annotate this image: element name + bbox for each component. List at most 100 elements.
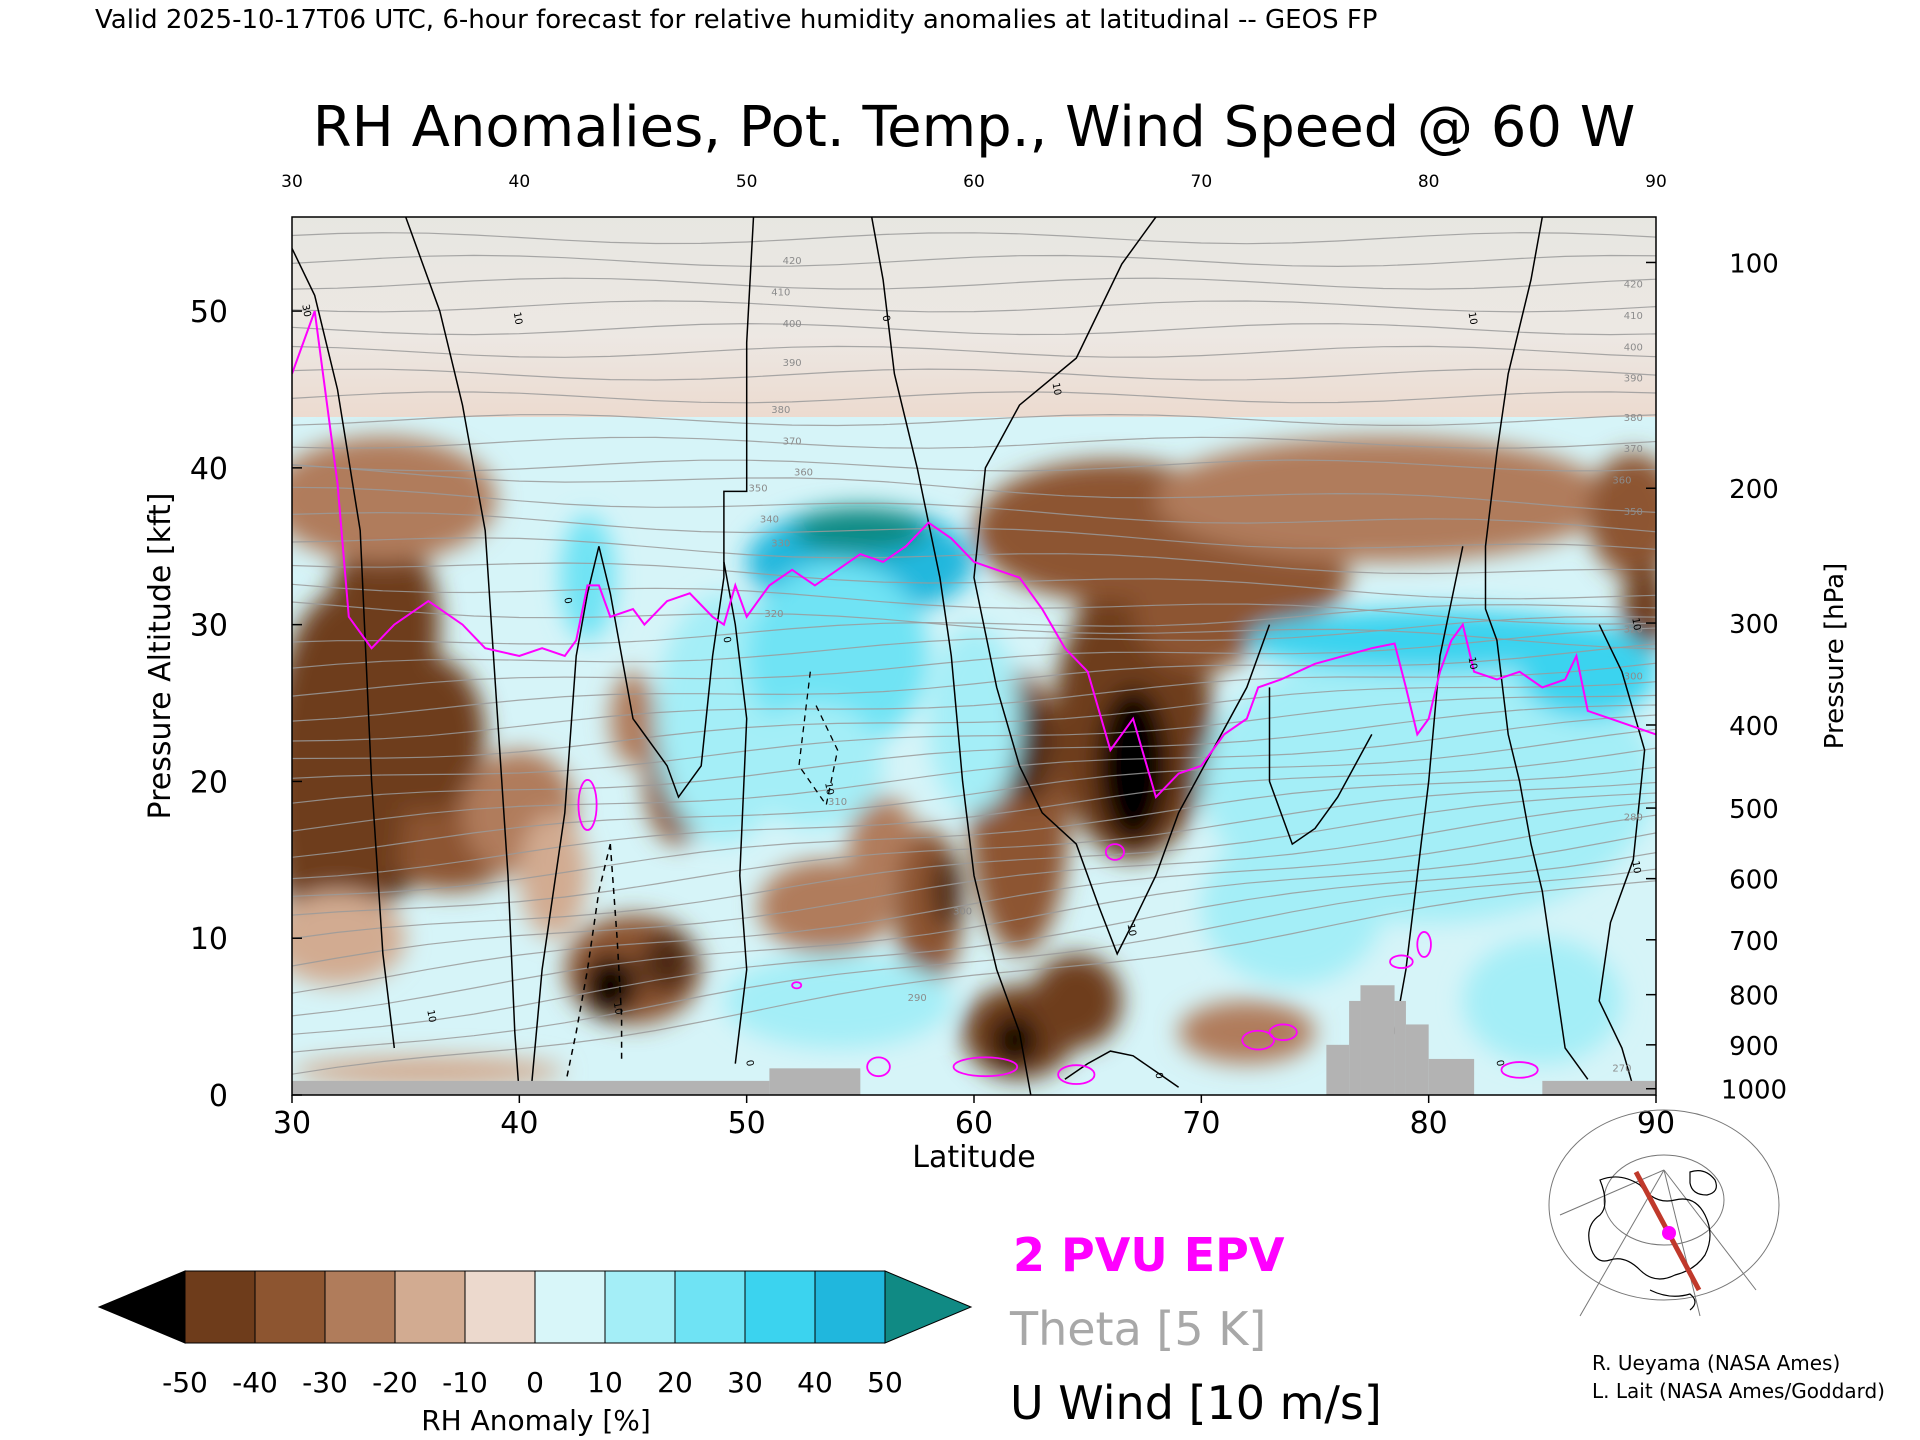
rh-anomaly-blob (1246, 608, 1611, 672)
x-tick-label: 70 (1182, 1106, 1220, 1141)
epv-closed-contour (1057, 1064, 1096, 1085)
x-tick-label: 60 (955, 1106, 993, 1141)
theta-contour (292, 277, 1656, 290)
theta-contour (292, 436, 1656, 449)
terrain-block (1349, 1000, 1361, 1095)
theta-label: 310 (828, 797, 847, 808)
wind-contour (1268, 687, 1373, 846)
colorbar-boxes (97, 1270, 973, 1344)
rh-anomaly-blob (292, 1055, 565, 1088)
x-top-tick-label: 50 (736, 172, 758, 192)
legend-epv: 2 PVU EPV (1013, 1228, 1285, 1282)
pressure-tick-label: 900 (1729, 1032, 1779, 1062)
theta-label: 380 (1624, 413, 1643, 424)
pressure-tick-label: 300 (1729, 610, 1779, 640)
terrain-block (1542, 1080, 1656, 1095)
colorbar-label: 40 (797, 1366, 833, 1399)
wind-label: 0 (561, 597, 573, 605)
theta-label: 410 (1624, 311, 1643, 322)
theta-contour (292, 300, 1656, 313)
theta-label: 360 (1612, 476, 1631, 487)
theta-contour (292, 615, 1656, 669)
wind-contour (723, 561, 748, 1064)
x-top-tick-label: 80 (1418, 172, 1440, 192)
wind-contour (564, 843, 612, 1088)
credit-line-1: R. Ueyama (NASA Ames) (1592, 1351, 1840, 1375)
epv-closed-contour (1104, 843, 1125, 861)
wind-label: 0 (720, 636, 732, 644)
theta-label: 350 (748, 483, 767, 494)
valid-time-header: Valid 2025-10-17T06 UTC, 6-hour forecast… (95, 5, 1377, 35)
theta-label: 330 (771, 538, 790, 549)
theta-label: 270 (1612, 1063, 1631, 1074)
map-meridian (1663, 1169, 1701, 1317)
rh-anomaly-blob (1008, 695, 1054, 805)
rh-anomaly-blob (758, 859, 895, 954)
wind-contour-labels: 30 10 0 10 10 0 0 10 10 10 10 10 10 10 0 0 0 (299, 303, 1642, 1079)
colorbar-label: 0 (526, 1366, 544, 1399)
theta-contour (292, 880, 1656, 1075)
theta-contour (292, 537, 1656, 575)
wind-contour (870, 217, 1032, 1095)
wind-contour (973, 217, 1271, 956)
theta-contour (292, 643, 1656, 722)
terrain-block (769, 1068, 861, 1095)
wind-label: 10 (822, 782, 835, 796)
theta-label: 340 (760, 515, 779, 526)
legend: 2 PVU EPV Theta [5 K] U Wind [10 m/s] (1009, 1228, 1382, 1430)
wind-contour (1484, 217, 1589, 1080)
plot-area: 4204104003903803703603503403303203103002… (292, 217, 1656, 1095)
colorbar-box (604, 1270, 676, 1344)
colorbar-label: -10 (442, 1366, 488, 1399)
wind-label: 10 (424, 1009, 437, 1023)
theta-contour (292, 604, 1656, 645)
theta-contours (292, 232, 1656, 1075)
epv-2pvu-line (292, 310, 1656, 800)
epv-closed-contour (1268, 1023, 1298, 1042)
theta-contour (292, 232, 1656, 245)
terrain-mask (292, 985, 1656, 1095)
theta-contour (292, 254, 1656, 268)
rh-anomaly-blob (723, 953, 952, 1048)
legend-theta: Theta [5 K] (1009, 1302, 1266, 1356)
rh-anomaly-blob (746, 561, 929, 751)
theta-contour (292, 486, 1656, 533)
colorbar-label: 20 (657, 1366, 693, 1399)
y2-axis-label: Pressure [hPa] (1820, 563, 1850, 750)
theta-contour (292, 714, 1656, 832)
colorbar-label: 10 (587, 1366, 623, 1399)
pressure-tick-label: 400 (1729, 712, 1779, 742)
wind-label: 10 (511, 311, 524, 325)
map-lat-circle (1603, 1154, 1725, 1246)
pressure-tick-label: 700 (1729, 927, 1779, 957)
colorbar-box (464, 1270, 536, 1344)
wind-label: 10 (1050, 382, 1063, 396)
x-top-tick-label: 90 (1645, 172, 1667, 192)
wind-label: 10 (1466, 311, 1479, 325)
theta-contour (292, 459, 1656, 472)
y-tick-label: 50 (190, 295, 228, 330)
colorbar-box (674, 1270, 746, 1344)
y-axis-label: Pressure Altitude [kft] (143, 493, 178, 820)
theta-contour (292, 728, 1656, 858)
theta-contour (292, 368, 1656, 381)
epv-closed-contour (1416, 931, 1432, 958)
y-tick-label: 0 (209, 1079, 228, 1114)
theta-label: 400 (1624, 342, 1643, 353)
colorbar-title: RH Anomaly [%] (421, 1404, 651, 1437)
terrain-block (1394, 1000, 1406, 1095)
y-tick-label: 10 (190, 922, 228, 957)
theta-label: 410 (771, 287, 790, 298)
theta-contour (292, 464, 1656, 513)
theta-contour (292, 322, 1656, 336)
y-tick-label: 20 (190, 765, 228, 800)
theta-contour (292, 801, 1656, 967)
pressure-tick-label: 500 (1729, 795, 1779, 825)
rh-anomaly-blob (1462, 938, 1622, 1064)
rh-anomaly-blob (928, 624, 1020, 813)
wind-label: 0 (1493, 1059, 1505, 1067)
pressure-tick-label: 600 (1729, 866, 1779, 896)
theta-label: 370 (1624, 444, 1643, 455)
chart-title: RH Anomalies, Pot. Temp., Wind Speed @ 6… (313, 95, 1635, 160)
wind-label: 0 (880, 314, 892, 322)
